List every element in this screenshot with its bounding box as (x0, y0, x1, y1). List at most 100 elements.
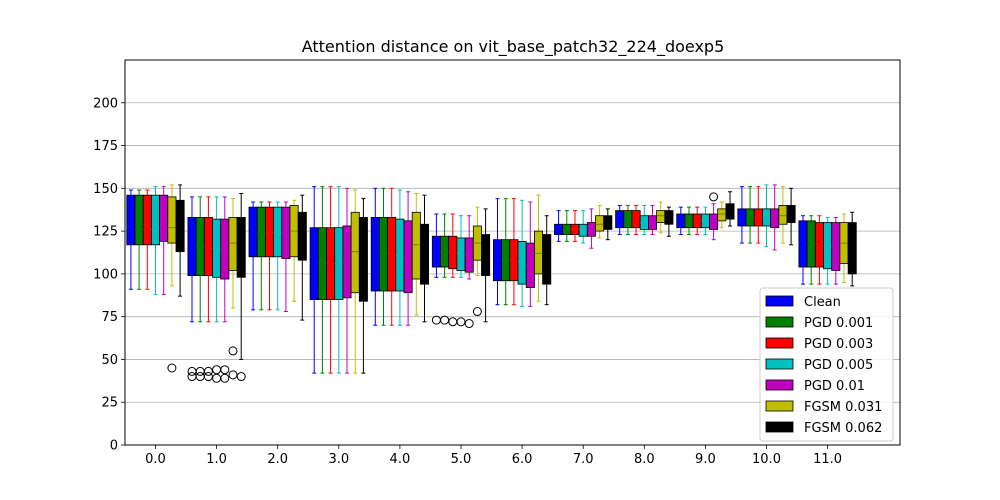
box (448, 235, 458, 270)
legend-swatch (765, 421, 794, 433)
box (358, 217, 368, 302)
box (150, 194, 160, 246)
legend-swatch (765, 400, 794, 412)
legend-label: PGD 0.005 (804, 358, 873, 373)
x-tick-label: 6.0 (512, 452, 533, 467)
legend-label: FGSM 0.062 (804, 421, 882, 436)
box (411, 211, 421, 280)
box (167, 196, 177, 244)
box (134, 194, 144, 246)
outlier-point (448, 317, 458, 327)
box (236, 217, 246, 278)
x-tick-label: 8.0 (634, 452, 655, 467)
series-pgd-0-005 (150, 184, 833, 374)
y-tick-label: 125 (93, 225, 118, 240)
box (387, 217, 397, 292)
legend-swatch (765, 295, 794, 307)
x-tick-label: 11.0 (813, 452, 842, 467)
box-series (126, 184, 857, 374)
box (770, 208, 780, 229)
box (725, 203, 735, 220)
y-tick-label: 175 (93, 139, 118, 154)
box (542, 234, 552, 285)
box (717, 208, 727, 222)
outlier-point (212, 373, 222, 383)
box (264, 206, 274, 258)
y-tick-label: 75 (101, 310, 118, 325)
series-clean (126, 186, 808, 374)
x-tick-label: 5.0 (451, 452, 472, 467)
box (350, 211, 360, 294)
y-tick-label: 150 (93, 182, 118, 197)
box (378, 217, 388, 292)
legend-swatch (765, 358, 794, 370)
outlier-point (431, 315, 441, 325)
x-tick-label: 2.0 (267, 452, 288, 467)
box (595, 215, 605, 232)
box (578, 223, 588, 237)
legend-swatch (765, 316, 794, 328)
x-tick-label: 0.0 (145, 452, 166, 467)
box (456, 237, 466, 271)
outlier-point (456, 317, 466, 327)
outlier-point (203, 366, 213, 376)
outlier-points (167, 192, 719, 383)
outlier-point (195, 372, 205, 382)
box (481, 234, 491, 277)
outlier-point (709, 192, 719, 202)
box (806, 220, 816, 268)
x-tick-label: 10.0 (752, 452, 781, 467)
outlier-point (212, 365, 222, 375)
box (517, 240, 527, 285)
series-fgsm-0-031 (167, 184, 849, 374)
box (656, 210, 666, 223)
outlier-point (236, 372, 246, 382)
outlier-point (187, 372, 197, 382)
outlier-point (203, 372, 213, 382)
y-tick-label: 0 (110, 439, 118, 454)
legend-label: PGD 0.003 (804, 337, 873, 352)
plot-area-frame (124, 59, 901, 446)
box (142, 194, 152, 246)
outlier-point (167, 363, 177, 373)
x-tick-label: 3.0 (328, 452, 349, 467)
box (370, 217, 380, 292)
series-pgd-0-01 (159, 184, 841, 374)
x-axis-ticks: 0.0 1.0 2.0 3.0 4.0 5.0 6.0 7.0 8.0 9.0 10.0 11.0 (145, 445, 842, 467)
x-tick-label: 7.0 (573, 452, 594, 467)
box (823, 222, 833, 270)
outlier-point (472, 307, 482, 317)
box (273, 206, 283, 258)
x-tick-label: 4.0 (390, 452, 411, 467)
outlier-point (440, 315, 450, 325)
outlier-point (228, 346, 238, 356)
box (778, 205, 788, 225)
y-tick-label: 25 (101, 396, 118, 411)
outlier-point (464, 319, 474, 329)
box (220, 218, 230, 280)
y-tick-label: 100 (93, 267, 118, 282)
chart-title: Attention distance on vit_base_patch32_2… (302, 37, 725, 57)
series-fgsm-0-062 (175, 184, 857, 374)
y-tick-label: 50 (101, 353, 118, 368)
legend-swatch (765, 379, 794, 391)
legend-label: PGD 0.001 (804, 316, 873, 331)
outlier-point (220, 365, 230, 375)
box (126, 194, 136, 246)
box (228, 217, 238, 271)
box (248, 206, 258, 258)
legend-label: PGD 0.01 (804, 379, 865, 394)
outlier-point (220, 373, 230, 383)
box (256, 206, 266, 258)
x-tick-label: 9.0 (695, 452, 716, 467)
box (159, 194, 169, 242)
box (534, 230, 544, 275)
legend: Clean PGD 0.001 PGD 0.003 PGD 0.005 PGD 0.01… (759, 287, 894, 442)
box (798, 220, 808, 268)
series-pgd-0-001 (134, 186, 816, 374)
box (709, 213, 719, 230)
legend-label: FGSM 0.031 (804, 400, 882, 415)
x-tick-label: 1.0 (206, 452, 227, 467)
legend-label: Clean (804, 295, 841, 310)
